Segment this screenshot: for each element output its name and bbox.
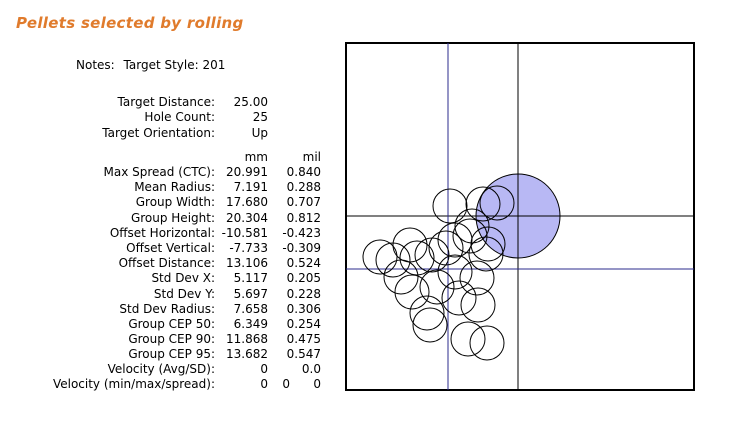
hole-count-label: Hole Count: [144, 110, 215, 124]
unit-mm-header: mm [244, 150, 268, 164]
shot-hole [394, 274, 430, 310]
shot-hole [437, 222, 473, 258]
shot-hole [460, 287, 496, 323]
shot-hole [383, 259, 419, 295]
page-title: Pellets selected by rolling [16, 14, 244, 32]
stat-mil-value: 0.547 [286, 347, 321, 362]
shot-hole [441, 280, 477, 316]
velocity-avg-label: Velocity (Avg/SD): [107, 362, 215, 376]
stat-mm-value: 7.191 [233, 180, 268, 195]
shot-hole [412, 307, 448, 343]
stat-label: Offset Horizontal: [109, 225, 215, 240]
stat-label: Offset Vertical: [126, 241, 215, 255]
shot-hole [470, 226, 506, 262]
stat-mm-value: 11.868 [226, 332, 268, 347]
stat-label: Std Dev X: [151, 271, 215, 286]
velocity-sd-value: 0.0 [301, 362, 321, 376]
stat-label: Std Dev Y: [153, 286, 215, 301]
shot-hole [362, 239, 398, 275]
velocity-max-value: 0 [282, 377, 290, 391]
stat-mm-value: 20.304 [226, 210, 268, 225]
stat-mm-value: 17.680 [226, 195, 268, 210]
stat-label: Group Width: [135, 195, 215, 210]
target-distance-value: 25.00 [233, 95, 268, 109]
stat-mm-value: 13.106 [226, 256, 268, 271]
stat-label: Offset Distance: [118, 256, 215, 271]
stat-mm-value: 20.991 [226, 165, 268, 179]
stat-mil-value: -0.423 [282, 225, 321, 240]
unit-mil-header: mil [302, 150, 321, 164]
stat-mil-value: 0.707 [286, 195, 321, 210]
target-distance-label: Target Distance: [117, 95, 215, 109]
stat-mil-value: 0.205 [286, 271, 321, 286]
stat-mm-value: 5.697 [233, 286, 268, 301]
shot-hole [479, 185, 515, 221]
shot-hole [468, 236, 504, 272]
stat-mm-value: -10.581 [221, 225, 268, 240]
stat-label: Mean Radius: [134, 180, 215, 195]
stat-mil-value: 0.228 [286, 286, 321, 301]
stat-mil-value: 0.524 [286, 256, 321, 271]
hole-count-value: 25 [252, 110, 268, 124]
notes-line: Notes: Target Style: 201 [76, 58, 225, 72]
stat-label: Group CEP 50: [128, 317, 215, 331]
shot-hole [428, 230, 464, 266]
shot-hole [419, 269, 455, 305]
stat-mil-value: 0.288 [286, 180, 321, 195]
notes-value: Target Style: 201 [123, 58, 226, 72]
stat-mil-value: 0.475 [286, 332, 321, 347]
stat-mil-value: -0.309 [282, 241, 321, 255]
shot-hole [399, 240, 435, 276]
notes-label: Notes: [76, 58, 115, 72]
shot-hole [452, 218, 488, 254]
velocity-min-value: 0 [260, 377, 268, 391]
stat-label: Max Spread (CTC): [103, 165, 216, 179]
velocity-avg-value: 0 [260, 362, 268, 376]
stat-mm-value: 5.117 [233, 271, 268, 286]
shot-hole [437, 254, 473, 290]
stat-label: Std Dev Radius: [119, 301, 215, 316]
shot-hole [459, 260, 495, 296]
velocity-mms-label: Velocity (min/max/spread): [52, 377, 215, 391]
target-orientation-value: Up [251, 126, 268, 140]
stat-mm-value: 7.658 [233, 301, 268, 316]
stat-mil-value: 0.812 [286, 210, 321, 225]
stat-label: Group CEP 95: [128, 347, 215, 362]
stat-label: Group Height: [130, 210, 215, 225]
target-orientation-label: Target Orientation: [102, 126, 215, 140]
stat-mil-value: 0.840 [286, 165, 321, 179]
shot-hole [409, 295, 445, 331]
velocity-spread-value: 0 [313, 377, 321, 391]
shot-hole [469, 325, 505, 361]
shot-holes [362, 185, 515, 361]
stat-mm-value: -7.733 [229, 241, 268, 255]
stat-mm-value: 13.682 [226, 347, 268, 362]
stat-mil-value: 0.306 [286, 301, 321, 316]
stat-mil-value: 0.254 [286, 317, 321, 331]
shot-hole [450, 321, 486, 357]
stat-mm-value: 6.349 [233, 317, 268, 331]
stat-label: Group CEP 90: [128, 332, 215, 347]
shot-hole [465, 186, 501, 222]
shot-hole [432, 188, 468, 224]
